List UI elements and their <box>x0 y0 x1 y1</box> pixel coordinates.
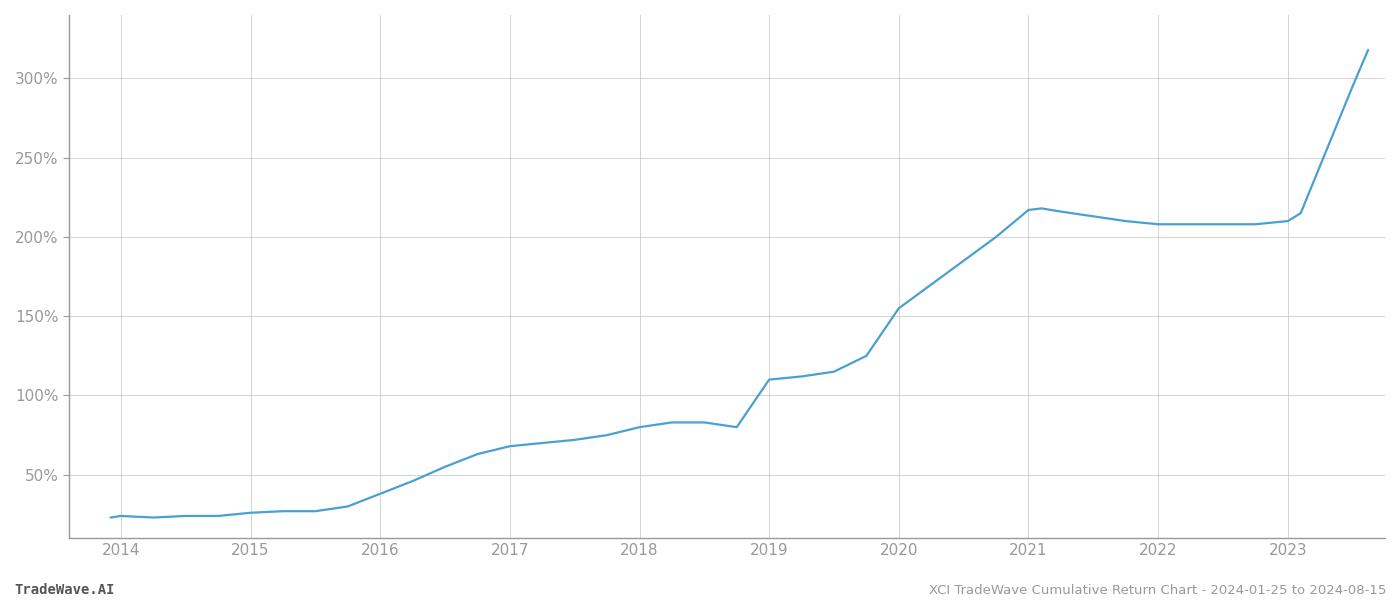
Text: TradeWave.AI: TradeWave.AI <box>14 583 115 597</box>
Text: XCI TradeWave Cumulative Return Chart - 2024-01-25 to 2024-08-15: XCI TradeWave Cumulative Return Chart - … <box>928 584 1386 597</box>
